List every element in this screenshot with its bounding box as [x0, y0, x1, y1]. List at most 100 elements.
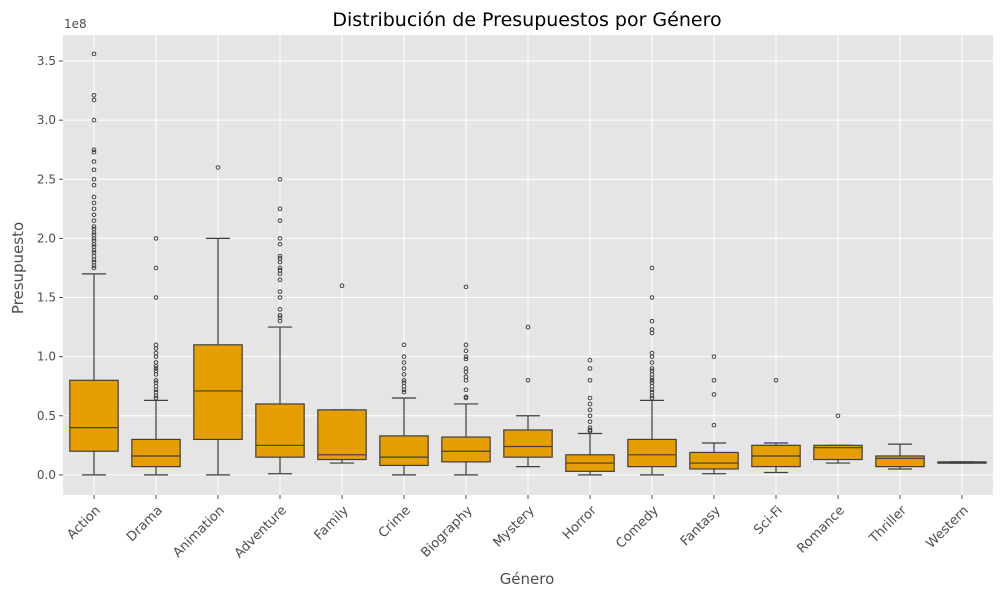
iqr-box [503, 429, 553, 458]
outlier-point [711, 354, 717, 359]
iqr-box [875, 455, 925, 468]
outlier-point [91, 206, 97, 212]
iqr-box [69, 379, 119, 452]
outlier-point [401, 366, 407, 371]
outlier-point [587, 401, 593, 407]
iqr-box [689, 451, 739, 470]
outlier-point [215, 165, 221, 170]
outlier-point [587, 366, 593, 371]
outlier-point [277, 206, 283, 212]
outlier-point [649, 395, 655, 401]
iqr-box [193, 344, 243, 441]
outlier-point [401, 354, 407, 359]
outlier-point [649, 360, 655, 365]
outlier-point [463, 354, 469, 359]
outlier-point [91, 182, 97, 188]
outlier-point [649, 265, 655, 271]
outlier-point [773, 377, 779, 383]
outlier-point [91, 117, 97, 123]
outlier-point [153, 360, 159, 365]
outlier-point [277, 268, 283, 273]
outlier-point [153, 236, 159, 241]
outlier-point [91, 93, 97, 98]
outlier-point [91, 167, 97, 173]
chart-title: Distribución de Presupuestos por Género [332, 9, 721, 31]
outlier-point [277, 307, 283, 312]
outlier-point [91, 200, 97, 206]
outlier-point [277, 312, 283, 318]
box-mystery [503, 324, 553, 468]
x-axis-label: Género [500, 570, 555, 588]
y-axis-offset-label: 1e8 [64, 17, 87, 31]
outlier-point [649, 377, 655, 383]
outlier-point [91, 250, 97, 255]
outlier-point [277, 176, 283, 182]
outlier-point [91, 97, 97, 103]
outlier-point [91, 265, 97, 271]
outlier-point [277, 253, 283, 259]
iqr-box [627, 438, 677, 468]
outlier-point [649, 327, 655, 332]
outlier-point [91, 149, 97, 155]
y-tick-label: 1.0 [37, 350, 56, 364]
outlier-point [277, 289, 283, 294]
y-tick-label: 3.5 [37, 54, 56, 68]
box-biography [441, 284, 491, 476]
y-tick-label: 3.0 [37, 113, 56, 127]
outlier-point [153, 377, 159, 383]
outlier-point [587, 413, 593, 419]
outlier-point [649, 368, 655, 374]
y-axis-label: Presupuesto [9, 222, 27, 314]
outlier-point [91, 226, 97, 232]
outlier-point [277, 218, 283, 223]
outlier-point [587, 427, 593, 433]
box-drama [131, 236, 181, 476]
outlier-point [711, 377, 717, 383]
outlier-point [277, 277, 283, 283]
outlier-point [711, 422, 717, 428]
box-action [69, 51, 119, 476]
y-tick-label: 2.0 [37, 231, 56, 245]
box-crime [379, 342, 429, 476]
box-adventure [255, 176, 305, 475]
outlier-point [153, 380, 159, 385]
outlier-point [711, 392, 717, 397]
outlier-point [153, 295, 159, 300]
outlier-point [91, 147, 97, 153]
outlier-point [91, 218, 97, 223]
iqr-box [131, 438, 181, 468]
outlier-point [91, 232, 97, 238]
outlier-point [463, 366, 469, 371]
outlier-point [153, 350, 159, 356]
y-tick-label: 1.5 [37, 291, 56, 305]
outlier-point [91, 259, 97, 265]
outlier-point [525, 324, 531, 330]
outlier-point [463, 284, 469, 290]
outlier-point [401, 377, 407, 383]
box-horror [565, 357, 615, 476]
outlier-point [153, 265, 159, 271]
outlier-point [401, 360, 407, 365]
y-tick-label: 0.0 [37, 468, 56, 482]
iqr-box [255, 403, 305, 458]
iqr-box [813, 444, 863, 461]
outlier-point [91, 238, 97, 244]
outlier-point [91, 176, 97, 182]
iqr-box [441, 436, 491, 463]
outlier-point [587, 357, 593, 363]
outlier-point [153, 395, 159, 401]
outlier-point [463, 387, 469, 393]
outlier-point [463, 374, 469, 380]
outlier-point [277, 256, 283, 261]
outlier-point [587, 407, 593, 413]
outlier-point [525, 377, 531, 383]
outlier-point [649, 380, 655, 385]
outlier-point [463, 356, 469, 362]
outlier-point [153, 368, 159, 374]
outlier-point [277, 315, 283, 320]
box-sci-fi [751, 377, 801, 474]
outlier-point [587, 377, 593, 383]
outlier-point [463, 348, 469, 354]
y-tick-label: 0.5 [37, 409, 56, 423]
